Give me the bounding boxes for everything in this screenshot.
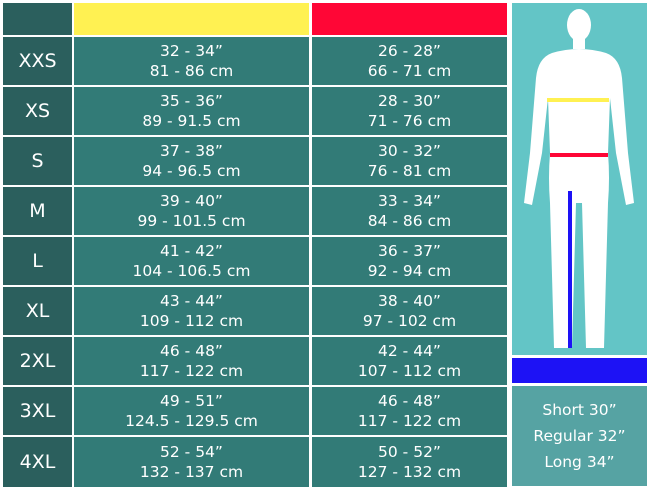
waist-cm: 127 - 132 cm xyxy=(357,463,462,481)
inseam-line xyxy=(568,191,572,348)
waist-cell: 26 - 28” 66 - 71 cm xyxy=(312,37,507,85)
chest-cm: 117 - 122 cm xyxy=(139,362,244,380)
chest-inches: 43 - 44” xyxy=(160,292,223,310)
waist-cell: 33 - 34” 84 - 86 cm xyxy=(312,187,507,235)
chest-cell: 41 - 42” 104 - 106.5 cm xyxy=(74,237,309,285)
chest-cm: 99 - 101.5 cm xyxy=(137,212,246,230)
chest-header xyxy=(74,3,309,35)
chest-cell: 43 - 44” 109 - 112 cm xyxy=(74,287,309,335)
waist-header xyxy=(312,3,507,35)
size-label: XS xyxy=(24,100,51,122)
size-label: L xyxy=(32,250,43,272)
waist-inches: 38 - 40” xyxy=(378,292,441,310)
size-label: M xyxy=(29,200,46,222)
chest-cell: 32 - 34” 81 - 86 cm xyxy=(74,37,309,85)
leg-regular: Regular 32” xyxy=(533,427,626,445)
chest-line xyxy=(547,98,609,102)
chest-inches: 37 - 38” xyxy=(160,142,223,160)
chest-cell: 52 - 54” 132 - 137 cm xyxy=(74,437,309,487)
chest-cm: 94 - 96.5 cm xyxy=(142,162,241,180)
waist-cm: 84 - 86 cm xyxy=(367,212,452,230)
waist-inches: 42 - 44” xyxy=(378,342,441,360)
waist-cm: 92 - 94 cm xyxy=(367,262,452,280)
waist-cm: 97 - 102 cm xyxy=(362,312,457,330)
size-cell: 4XL xyxy=(3,437,72,487)
size-cell: S xyxy=(3,137,72,185)
waist-cm: 76 - 81 cm xyxy=(367,162,452,180)
waist-cell: 50 - 52” 127 - 132 cm xyxy=(312,437,507,487)
body-silhouette-icon xyxy=(524,9,634,348)
size-label: 2XL xyxy=(19,350,56,372)
waist-cell: 36 - 37” 92 - 94 cm xyxy=(312,237,507,285)
chest-cell: 37 - 38” 94 - 96.5 cm xyxy=(74,137,309,185)
waist-cm: 107 - 112 cm xyxy=(357,362,462,380)
leg-short: Short 30” xyxy=(542,401,617,419)
waist-cell: 28 - 30” 71 - 76 cm xyxy=(312,87,507,135)
chest-cell: 35 - 36” 89 - 91.5 cm xyxy=(74,87,309,135)
size-label: 3XL xyxy=(19,400,56,422)
size-cell: L xyxy=(3,237,72,285)
chest-inches: 41 - 42” xyxy=(160,242,223,260)
waist-cell: 30 - 32” 76 - 81 cm xyxy=(312,137,507,185)
chest-cm: 104 - 106.5 cm xyxy=(132,262,251,280)
chest-inches: 32 - 34” xyxy=(160,42,223,60)
chest-inches: 52 - 54” xyxy=(160,443,223,461)
waist-cell: 42 - 44” 107 - 112 cm xyxy=(312,337,507,385)
chest-cell: 49 - 51” 124.5 - 129.5 cm xyxy=(74,387,309,435)
leg-long: Long 34” xyxy=(544,453,615,471)
size-cell: M xyxy=(3,187,72,235)
waist-cm: 117 - 122 cm xyxy=(357,412,462,430)
size-cell: XL xyxy=(3,287,72,335)
chest-inches: 49 - 51” xyxy=(160,392,223,410)
size-cell: XS xyxy=(3,87,72,135)
size-label: 4XL xyxy=(19,451,56,473)
waist-cm: 66 - 71 cm xyxy=(367,62,452,80)
chest-cm: 89 - 91.5 cm xyxy=(142,112,241,130)
waist-inches: 26 - 28” xyxy=(378,42,441,60)
chest-cm: 124.5 - 129.5 cm xyxy=(125,412,258,430)
waist-inches: 30 - 32” xyxy=(378,142,441,160)
size-label: S xyxy=(31,150,44,172)
chest-cm: 132 - 137 cm xyxy=(139,463,244,481)
waist-cell: 46 - 48” 117 - 122 cm xyxy=(312,387,507,435)
size-cell: 2XL xyxy=(3,337,72,385)
waist-inches: 36 - 37” xyxy=(378,242,441,260)
body-figure xyxy=(512,3,647,355)
waist-cm: 71 - 76 cm xyxy=(367,112,452,130)
chest-cm: 81 - 86 cm xyxy=(149,62,234,80)
size-cell: 3XL xyxy=(3,387,72,435)
waist-cell: 38 - 40” 97 - 102 cm xyxy=(312,287,507,335)
waist-line xyxy=(550,153,608,157)
waist-inches: 33 - 34” xyxy=(378,192,441,210)
waist-inches: 46 - 48” xyxy=(378,392,441,410)
chest-inches: 46 - 48” xyxy=(160,342,223,360)
size-cell: XXS xyxy=(3,37,72,85)
waist-inches: 50 - 52” xyxy=(378,443,441,461)
chest-inches: 39 - 40” xyxy=(160,192,223,210)
size-label: XL xyxy=(25,300,50,322)
chest-cell: 46 - 48” 117 - 122 cm xyxy=(74,337,309,385)
chest-cm: 109 - 112 cm xyxy=(139,312,244,330)
waist-inches: 28 - 30” xyxy=(378,92,441,110)
chest-cell: 39 - 40” 99 - 101.5 cm xyxy=(74,187,309,235)
leg-length-box: Short 30” Regular 32” Long 34” xyxy=(512,386,647,486)
corner-cell xyxy=(3,3,72,35)
chest-inches: 35 - 36” xyxy=(160,92,223,110)
inseam-header xyxy=(512,358,647,383)
size-label: XXS xyxy=(18,50,57,72)
